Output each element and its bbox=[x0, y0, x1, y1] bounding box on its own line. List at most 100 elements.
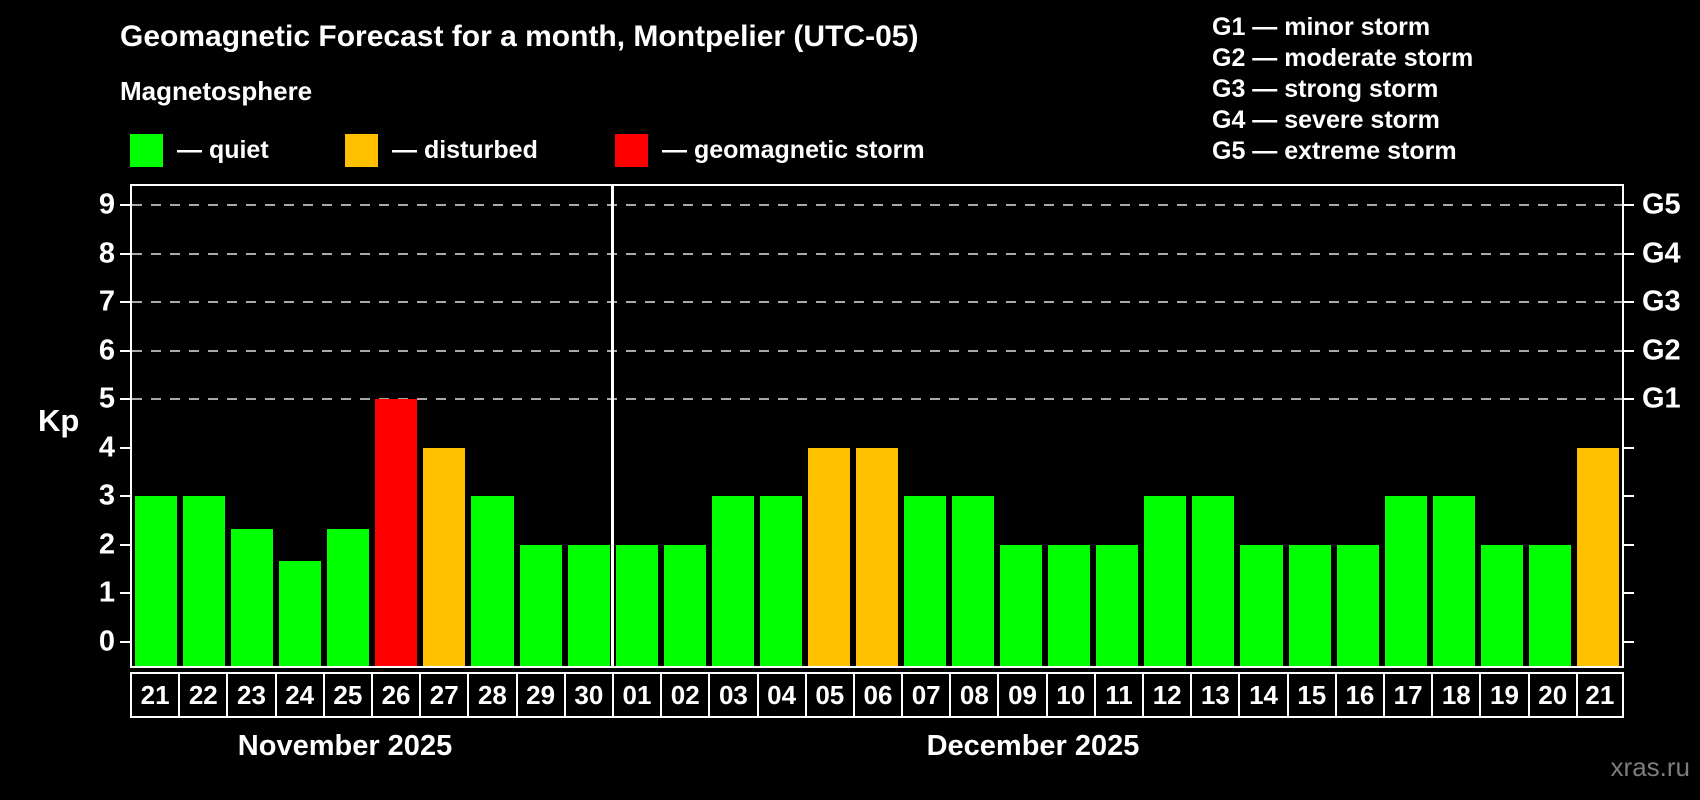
legend-label-storm: — geomagnetic storm bbox=[662, 135, 925, 164]
kp-bar bbox=[1384, 496, 1427, 666]
left-axis-tick bbox=[120, 543, 130, 546]
gridline-kp8 bbox=[132, 252, 1622, 255]
right-axis-tick bbox=[1624, 398, 1634, 401]
gridline-kp5 bbox=[132, 398, 1622, 401]
left-axis-tick bbox=[120, 592, 130, 595]
kp-bar bbox=[1480, 544, 1523, 666]
right-axis-tick bbox=[1624, 592, 1634, 595]
kp-bar bbox=[1000, 544, 1043, 666]
kp-bar bbox=[1576, 447, 1619, 666]
kp-bar bbox=[1240, 544, 1283, 666]
left-axis-tick bbox=[120, 495, 130, 498]
date-cell: 05 bbox=[804, 672, 855, 718]
kp-bar bbox=[1144, 496, 1187, 666]
disturbed-color-swatch bbox=[345, 133, 378, 167]
date-cell: 12 bbox=[1142, 672, 1193, 718]
g-level-label-g2: G2 bbox=[1642, 334, 1681, 367]
date-axis-row: 21 22 23 24 25 26 27 28 29 30 01 02 03 04 05 06 07 08 09 10… bbox=[130, 672, 1624, 718]
date-cell: 08 bbox=[949, 672, 1000, 718]
y-tick-label: 7 bbox=[98, 285, 115, 318]
kp-bar bbox=[952, 496, 995, 666]
date-cell: 03 bbox=[708, 672, 759, 718]
date-cell: 02 bbox=[660, 672, 711, 718]
date-cell: 01 bbox=[611, 672, 663, 718]
date-cell: 27 bbox=[419, 672, 470, 718]
date-cell: 29 bbox=[515, 672, 566, 718]
right-axis-tick bbox=[1624, 446, 1634, 449]
kp-bar bbox=[1432, 496, 1475, 666]
date-cell: 21 bbox=[130, 672, 181, 718]
kp-bar bbox=[855, 447, 899, 666]
chart-title: Geomagnetic Forecast for a month, Montpe… bbox=[120, 20, 919, 53]
y-tick-label: 6 bbox=[98, 334, 115, 367]
month-label-november: November 2025 bbox=[237, 730, 453, 762]
right-axis-tick bbox=[1624, 495, 1634, 498]
kp-bar bbox=[711, 496, 754, 666]
left-axis-tick bbox=[120, 301, 130, 304]
date-cell: 20 bbox=[1527, 672, 1578, 718]
kp-bar bbox=[1528, 544, 1571, 666]
left-axis-tick bbox=[120, 398, 130, 401]
date-cell: 11 bbox=[1093, 672, 1145, 718]
kp-bar bbox=[327, 528, 370, 666]
date-cell: 23 bbox=[226, 672, 277, 718]
date-cell: 10 bbox=[1045, 672, 1096, 718]
kp-bar bbox=[375, 399, 418, 666]
date-cell: 06 bbox=[852, 672, 904, 718]
y-tick-label: 4 bbox=[98, 431, 115, 464]
kp-bar bbox=[1192, 496, 1235, 666]
kp-bar bbox=[663, 544, 706, 666]
kp-bar bbox=[423, 447, 466, 666]
gridline-kp7 bbox=[132, 301, 1622, 304]
left-axis-tick bbox=[120, 252, 130, 255]
date-cell: 28 bbox=[467, 672, 518, 718]
legend-label-quiet: — quiet bbox=[177, 135, 269, 164]
y-tick-label: 8 bbox=[98, 237, 115, 270]
legend-item-quiet: — quiet bbox=[130, 133, 269, 167]
kp-bar bbox=[759, 496, 802, 666]
kp-bar bbox=[807, 447, 850, 666]
date-cell: 21 bbox=[1575, 672, 1624, 718]
date-cell: 13 bbox=[1190, 672, 1241, 718]
date-cell: 25 bbox=[322, 672, 373, 718]
g-legend-line-g5: G5 — extreme storm bbox=[1212, 137, 1457, 165]
left-axis-tick bbox=[120, 204, 130, 207]
right-axis-tick bbox=[1624, 640, 1634, 643]
date-cell: 09 bbox=[997, 672, 1048, 718]
date-cell: 19 bbox=[1479, 672, 1530, 718]
kp-bar bbox=[231, 528, 274, 666]
kp-bar bbox=[1048, 544, 1091, 666]
left-axis-tick bbox=[120, 446, 130, 449]
y-tick-label: 1 bbox=[98, 576, 115, 609]
y-axis-title: Kp bbox=[38, 403, 80, 438]
g-legend-line-g4: G4 — severe storm bbox=[1212, 106, 1440, 134]
date-cell: 07 bbox=[901, 672, 952, 718]
legend-label-disturbed: — disturbed bbox=[392, 135, 538, 164]
date-cell: 18 bbox=[1431, 672, 1482, 718]
kp-bar bbox=[615, 544, 658, 666]
date-cell: 30 bbox=[563, 672, 614, 718]
date-cell: 04 bbox=[756, 672, 807, 718]
g-level-label-g3: G3 bbox=[1642, 285, 1681, 318]
left-axis-tick bbox=[120, 640, 130, 643]
right-axis-tick bbox=[1624, 252, 1634, 255]
gridline-kp9 bbox=[132, 204, 1622, 207]
date-cell: 24 bbox=[274, 672, 325, 718]
y-tick-label: 3 bbox=[98, 479, 115, 512]
kp-bar bbox=[279, 560, 322, 666]
right-axis-tick bbox=[1624, 204, 1634, 207]
date-cell: 15 bbox=[1286, 672, 1337, 718]
kp-bar bbox=[1288, 544, 1331, 666]
y-tick-label: 0 bbox=[98, 625, 115, 658]
right-axis-tick bbox=[1624, 301, 1634, 304]
month-separator-line bbox=[611, 186, 615, 666]
right-axis-tick bbox=[1624, 543, 1634, 546]
kp-bar bbox=[519, 544, 562, 666]
kp-bar bbox=[135, 496, 178, 666]
left-axis-tick bbox=[120, 349, 130, 352]
date-cell: 22 bbox=[178, 672, 229, 718]
g-level-label-g1: G1 bbox=[1642, 382, 1681, 415]
kp-bar bbox=[1336, 544, 1379, 666]
g-legend-line-g3: G3 — strong storm bbox=[1212, 75, 1439, 103]
